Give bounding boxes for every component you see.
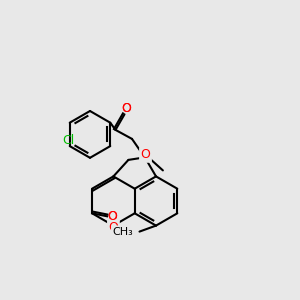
Text: O: O xyxy=(107,210,117,223)
Text: O: O xyxy=(141,148,150,161)
Text: CH₃: CH₃ xyxy=(112,226,133,237)
Text: O: O xyxy=(121,102,131,116)
Text: O: O xyxy=(109,220,118,234)
Text: O: O xyxy=(121,102,131,116)
Text: CH₃: CH₃ xyxy=(112,226,133,237)
Text: O: O xyxy=(109,220,118,234)
Text: Cl: Cl xyxy=(62,134,74,147)
Text: O: O xyxy=(141,148,150,161)
Text: O: O xyxy=(107,210,117,223)
